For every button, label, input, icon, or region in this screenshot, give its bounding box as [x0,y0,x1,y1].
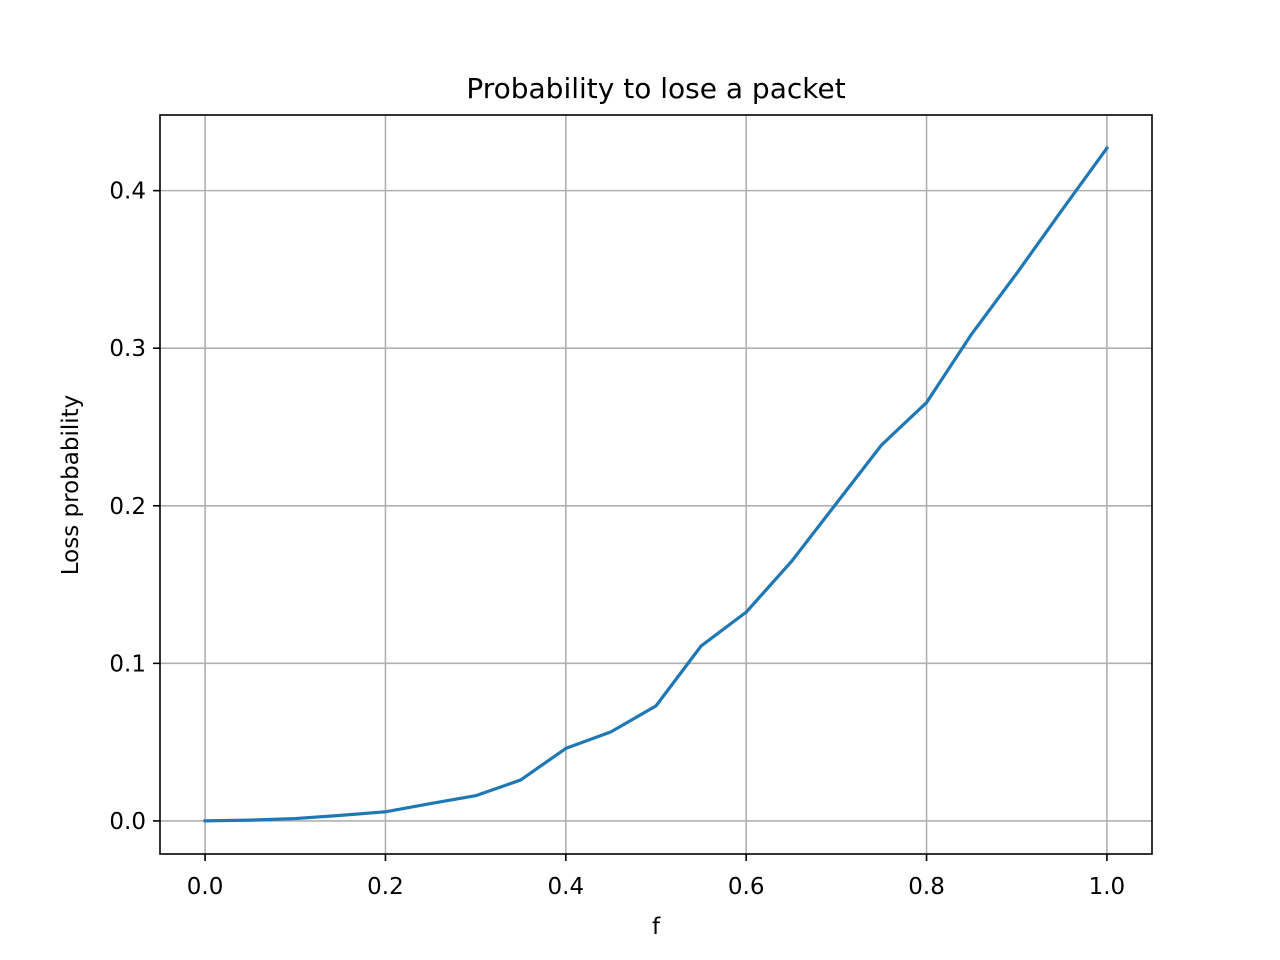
x-tick-label: 1.0 [1089,874,1126,900]
y-tick-label: 0.4 [109,179,146,205]
y-tick-label: 0.3 [109,336,146,362]
x-tick-label: 0.4 [548,874,585,900]
y-axis-label: Loss probability [58,395,84,575]
x-axis-label: f [652,914,661,940]
plot-frame [159,114,1153,855]
x-tick-label: 0.0 [187,874,224,900]
y-tick-label: 0.2 [109,494,146,520]
series-line-0 [203,145,1110,823]
grid-layer [160,115,1152,854]
y-tick-label: 0.1 [109,651,146,677]
x-tick-label: 0.2 [367,874,404,900]
y-tick-label: 0.0 [109,809,146,835]
x-tick-label: 0.8 [908,874,945,900]
x-tick-label: 0.6 [728,874,765,900]
series-layer [203,145,1110,823]
chart-title: Probability to lose a packet [466,72,845,105]
tick-layer: 0.0 0.2 0.4 0.6 0.8 1.0 0.0 0.1 0.2 0.3 0.4 [109,179,1125,900]
